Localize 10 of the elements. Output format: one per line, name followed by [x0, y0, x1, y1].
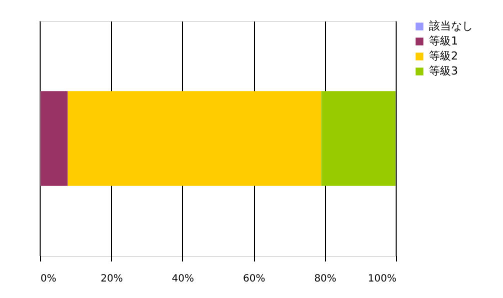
x-tick-label: 0% — [40, 274, 56, 284]
legend-label: 等級2 — [429, 50, 458, 62]
x-tick-label: 100% — [368, 274, 396, 284]
x-tick-label: 40% — [172, 274, 194, 284]
legend-label: 等級3 — [429, 64, 458, 78]
x-tick-label: 80% — [314, 274, 336, 284]
legend-label: 該当なし — [429, 20, 473, 32]
x-tick-label: 60% — [242, 274, 266, 284]
x-tick-label: 20% — [100, 274, 123, 284]
legend-label: 等級1 — [429, 34, 458, 48]
